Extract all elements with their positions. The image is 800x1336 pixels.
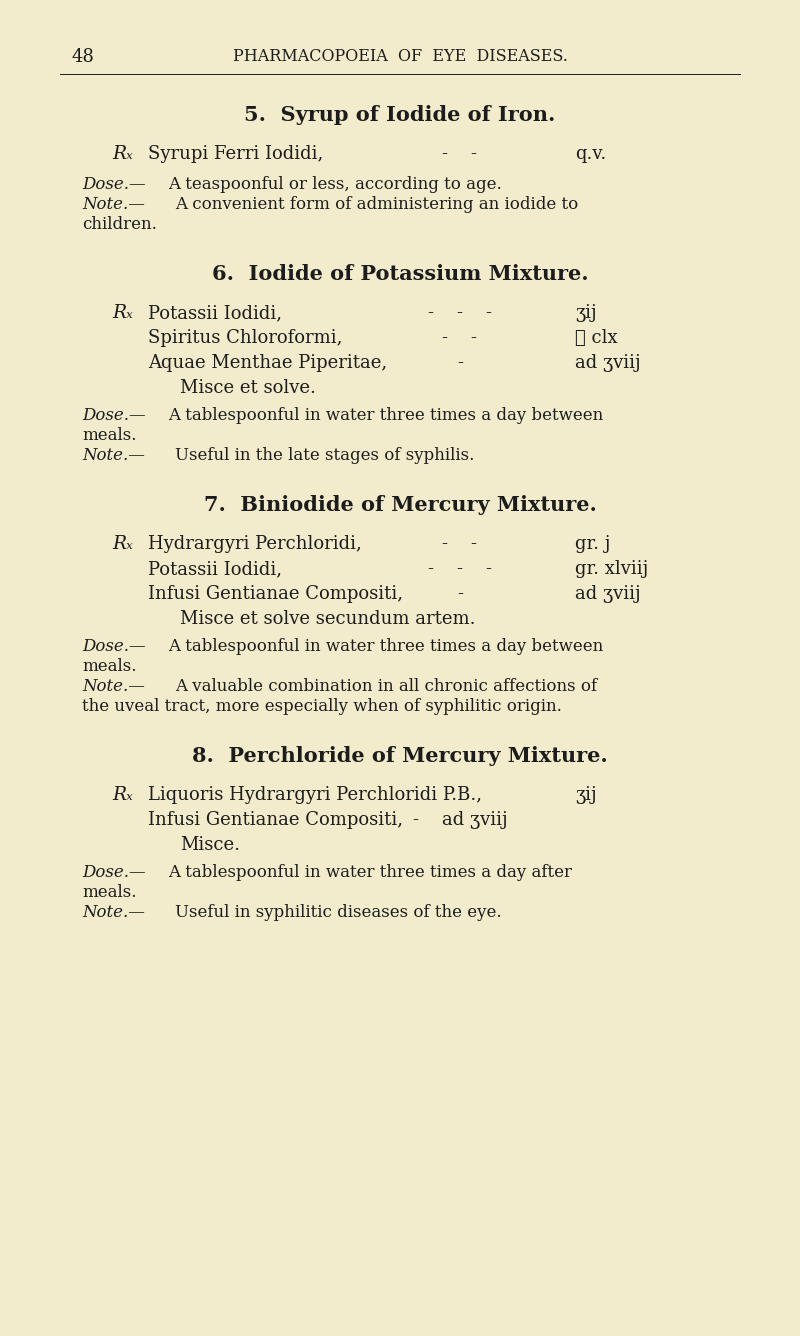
Text: A tablespoonful in water three times a day between: A tablespoonful in water three times a d… — [168, 639, 603, 655]
Text: Misce et solve secundum artem.: Misce et solve secundum artem. — [180, 611, 475, 628]
Text: -    -: - - — [442, 146, 478, 163]
Text: -: - — [457, 354, 463, 371]
Text: ad ʒviij: ad ʒviij — [575, 585, 641, 603]
Text: -    -    -: - - - — [428, 305, 492, 322]
Text: Rₓ: Rₓ — [112, 305, 133, 322]
Text: Infusi Gentianae Compositi,: Infusi Gentianae Compositi, — [148, 811, 403, 830]
Text: Liquoris Hydrargyri Perchloridi P.B.,: Liquoris Hydrargyri Perchloridi P.B., — [148, 786, 482, 804]
Text: Rₓ: Rₓ — [112, 534, 133, 553]
Text: -: - — [457, 585, 463, 603]
Text: Useful in the late stages of syphilis.: Useful in the late stages of syphilis. — [175, 448, 474, 464]
Text: the uveal tract, more especially when of syphilitic origin.: the uveal tract, more especially when of… — [82, 697, 562, 715]
Text: Dose.—: Dose.— — [82, 407, 146, 424]
Text: A valuable combination in all chronic affections of: A valuable combination in all chronic af… — [175, 677, 597, 695]
Text: 8.  Perchloride of Mercury Mixture.: 8. Perchloride of Mercury Mixture. — [192, 745, 608, 766]
Text: Note.—: Note.— — [82, 448, 145, 464]
Text: Dose.—: Dose.— — [82, 639, 146, 655]
Text: meals.: meals. — [82, 884, 137, 900]
Text: Infusi Gentianae Compositi,: Infusi Gentianae Compositi, — [148, 585, 403, 603]
Text: Hydrargyri Perchloridi,: Hydrargyri Perchloridi, — [148, 534, 362, 553]
Text: meals.: meals. — [82, 659, 137, 675]
Text: 48: 48 — [72, 48, 95, 65]
Text: Dose.—: Dose.— — [82, 864, 146, 880]
Text: A tablespoonful in water three times a day after: A tablespoonful in water three times a d… — [168, 864, 572, 880]
Text: A teaspoonful or less, according to age.: A teaspoonful or less, according to age. — [168, 176, 502, 192]
Text: gr. j: gr. j — [575, 534, 610, 553]
Text: Misce.: Misce. — [180, 836, 240, 854]
Text: ℳ clx: ℳ clx — [575, 329, 618, 347]
Text: -    ad ʒviij: - ad ʒviij — [413, 811, 507, 830]
Text: ʒij: ʒij — [575, 305, 597, 322]
Text: A tablespoonful in water three times a day between: A tablespoonful in water three times a d… — [168, 407, 603, 424]
Text: -    -: - - — [442, 329, 478, 347]
Text: meals.: meals. — [82, 428, 137, 444]
Text: Aquae Menthae Piperitae,: Aquae Menthae Piperitae, — [148, 354, 387, 371]
Text: Note.—: Note.— — [82, 904, 145, 921]
Text: 6.  Iodide of Potassium Mixture.: 6. Iodide of Potassium Mixture. — [212, 265, 588, 285]
Text: Potassii Iodidi,: Potassii Iodidi, — [148, 305, 282, 322]
Text: Useful in syphilitic diseases of the eye.: Useful in syphilitic diseases of the eye… — [175, 904, 502, 921]
Text: Rₓ: Rₓ — [112, 146, 133, 163]
Text: Rₓ: Rₓ — [112, 786, 133, 804]
Text: Note.—: Note.— — [82, 677, 145, 695]
Text: A convenient form of administering an iodide to: A convenient form of administering an io… — [175, 196, 578, 212]
Text: gr. xlviij: gr. xlviij — [575, 560, 648, 578]
Text: Spiritus Chloroformi,: Spiritus Chloroformi, — [148, 329, 342, 347]
Text: ʒij: ʒij — [575, 786, 597, 804]
Text: PHARMACOPOEIA  OF  EYE  DISEASES.: PHARMACOPOEIA OF EYE DISEASES. — [233, 48, 567, 65]
Text: Potassii Iodidi,: Potassii Iodidi, — [148, 560, 282, 578]
Text: -    -    -: - - - — [428, 560, 492, 578]
Text: Note.—: Note.— — [82, 196, 145, 212]
Text: Misce et solve.: Misce et solve. — [180, 379, 316, 397]
Text: q.v.: q.v. — [575, 146, 606, 163]
Text: -    -: - - — [442, 534, 478, 553]
Text: 5.  Syrup of Iodide of Iron.: 5. Syrup of Iodide of Iron. — [244, 106, 556, 126]
Text: Syrupi Ferri Iodidi,: Syrupi Ferri Iodidi, — [148, 146, 323, 163]
Text: children.: children. — [82, 216, 157, 232]
Text: 7.  Biniodide of Mercury Mixture.: 7. Biniodide of Mercury Mixture. — [203, 496, 597, 514]
Text: Dose.—: Dose.— — [82, 176, 146, 192]
Text: ad ʒviij: ad ʒviij — [575, 354, 641, 371]
